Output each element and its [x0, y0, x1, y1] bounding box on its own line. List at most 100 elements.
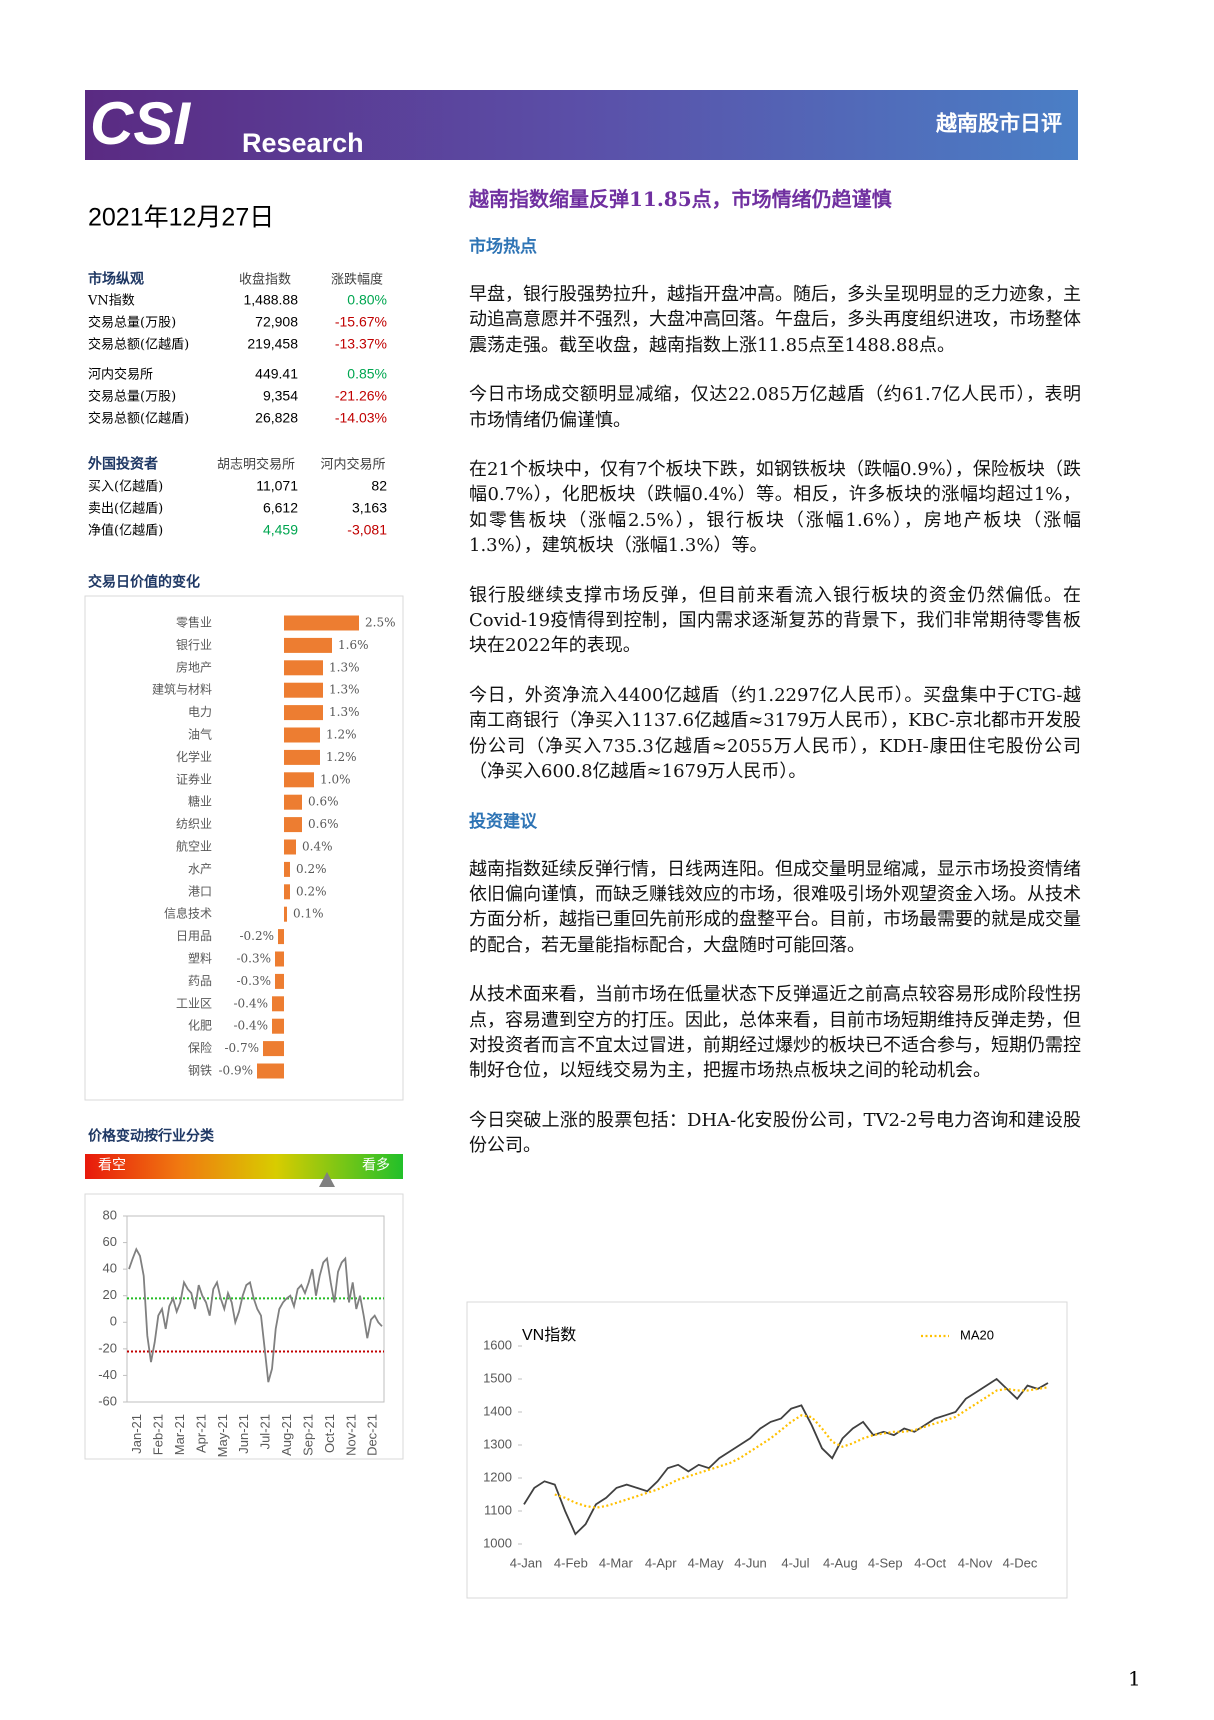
y-tick-label: -60 [98, 1393, 117, 1408]
cell-value: -3,081 [347, 522, 387, 538]
gauge-pointer [319, 1172, 335, 1187]
series-line [523, 1377, 1049, 1536]
bar [284, 839, 296, 855]
y-tick-label: 0 [110, 1314, 117, 1329]
value-label: 1.0% [320, 772, 351, 786]
x-tick-label: 4-Aug [823, 1555, 858, 1570]
cell-value: 9,354 [263, 388, 298, 404]
category-label: 药品 [188, 974, 212, 988]
cell-change: -15.67% [335, 314, 387, 330]
value-label: 0.6% [308, 817, 339, 831]
category-label: 糖业 [188, 794, 212, 809]
x-tick-label: May-21 [215, 1414, 230, 1457]
bar [284, 861, 290, 877]
value-label: 0.6% [308, 795, 339, 809]
x-tick-label: 4-Feb [554, 1555, 588, 1570]
category-label: 航空业 [176, 839, 212, 854]
category-label: 证券业 [176, 771, 212, 786]
x-tick-label: Aug-21 [279, 1414, 294, 1456]
category-label: 信息技术 [164, 906, 212, 921]
page-number: 1 [1128, 1667, 1141, 1691]
bar [263, 1041, 284, 1057]
y-tick-label: 80 [103, 1207, 117, 1222]
value-label: 1.2% [326, 728, 357, 742]
x-tick-label: Nov-21 [343, 1414, 358, 1456]
sentiment-gauge [85, 1154, 403, 1179]
cell-value: 82 [371, 478, 387, 494]
bar [284, 817, 302, 833]
x-tick-label: Dec-21 [365, 1414, 380, 1456]
x-tick-label: 4-Apr [645, 1555, 677, 1570]
cell-value: 3,163 [352, 500, 387, 516]
value-label: 1.3% [329, 705, 360, 719]
value-label: 0.2% [296, 884, 327, 898]
table-header: 收盘指数 [239, 271, 291, 286]
paragraph: 在21个板块中，仅有7个板块下跌，如钢铁板块（跌幅0.9%），保险板块（跌幅0.… [469, 459, 1081, 557]
vn-chart-frame [466, 1301, 1068, 1599]
bar [272, 1018, 284, 1034]
x-tick-label: Apr-21 [193, 1414, 208, 1453]
gauge-low-label: 看空 [98, 1157, 126, 1173]
table-header: 胡志明交易所 [217, 456, 295, 471]
plot-area [126, 1215, 385, 1403]
x-tick-label: Feb-21 [151, 1414, 166, 1455]
cell-value: 72,908 [255, 314, 298, 330]
bar-chart-frame [84, 595, 404, 1101]
bar [284, 660, 323, 676]
paragraph: 越南指数延续反弹行情，日线两连阳。但成交量明显缩减，显示市场投资情绪依旧偏向谨慎… [469, 858, 1081, 956]
row-label: 净值(亿越盾) [88, 523, 163, 539]
bar [284, 884, 290, 900]
cell-value: 1,488.88 [244, 292, 299, 308]
value-label: -0.3% [236, 974, 271, 988]
category-label: 保险 [188, 1040, 212, 1055]
headline: 越南指数缩量反弹11.85点，市场情绪仍趋谨慎 [469, 187, 892, 211]
brand: Research [242, 128, 364, 158]
section-heading: 市场热点 [469, 237, 537, 257]
bar [284, 637, 332, 653]
bar [284, 749, 320, 765]
bar [284, 727, 320, 743]
value-label: 1.3% [329, 660, 360, 674]
table-header: 涨跌幅度 [331, 271, 383, 286]
y-tick-label: -20 [98, 1340, 117, 1355]
value-label: 1.3% [329, 683, 360, 697]
row-label: 交易总量(万股) [88, 315, 176, 331]
y-tick-label: 1600 [483, 1337, 512, 1352]
bar [278, 929, 284, 945]
logo: CSI [90, 90, 191, 157]
paragraph: 早盘，银行股强势拉升，越指开盘冲高。随后，多头呈现明显的乏力迹象，主动追高意愿并… [469, 284, 1081, 356]
bar [272, 996, 284, 1012]
y-tick-label: 40 [103, 1261, 117, 1276]
y-tick-label: 1000 [483, 1535, 512, 1550]
cell-change: -14.03% [335, 410, 387, 426]
x-tick-label: 4-Mar [599, 1555, 634, 1570]
section-heading: 市场纵观 [88, 271, 144, 287]
x-tick-label: Mar-21 [172, 1414, 187, 1455]
article: 越南指数缩量反弹11.85点，市场情绪仍趋谨慎市场热点早盘，银行股强势拉升，越指… [469, 186, 1081, 1183]
y-tick-label: -40 [98, 1367, 117, 1382]
x-tick-label: Jan-21 [129, 1414, 144, 1454]
value-label: -0.2% [239, 929, 274, 943]
value-label: 1.6% [338, 638, 369, 652]
row-label: 买入(亿越盾) [88, 480, 163, 495]
x-tick-label: 4-Nov [958, 1555, 993, 1570]
paragraph: 今日市场成交额明显减缩，仅达22.085万亿越盾（约61.7亿人民币），表明市场… [469, 384, 1081, 431]
paragraph: 今日，外资净流入4400亿越盾（约1.2297亿人民币）。买盘集中于CTG-越南… [469, 684, 1081, 783]
bar [284, 794, 302, 810]
category-label: 日用品 [176, 929, 212, 943]
cell-value: 26,828 [255, 410, 298, 426]
cell-value: 219,458 [247, 336, 298, 352]
chart-title: 交易日价值的变化 [88, 574, 200, 590]
paragraph: 从技术面来看，当前市场在低量状态下反弹逼近之前高点较容易形成阶段性拐点，容易遭到… [469, 984, 1081, 1082]
y-tick-label: 20 [103, 1287, 117, 1302]
category-label: 工业区 [176, 996, 212, 1010]
x-tick-label: Jul-21 [258, 1414, 273, 1449]
category-label: 电力 [188, 705, 212, 719]
x-tick-label: 4-Jan [510, 1555, 543, 1570]
section-heading: 外国投资者 [88, 456, 158, 472]
x-tick-label: 4-Sep [868, 1555, 903, 1570]
value-label: -0.7% [224, 1041, 259, 1055]
value-label: 0.4% [302, 840, 333, 854]
x-tick-label: Jun-21 [236, 1414, 251, 1454]
